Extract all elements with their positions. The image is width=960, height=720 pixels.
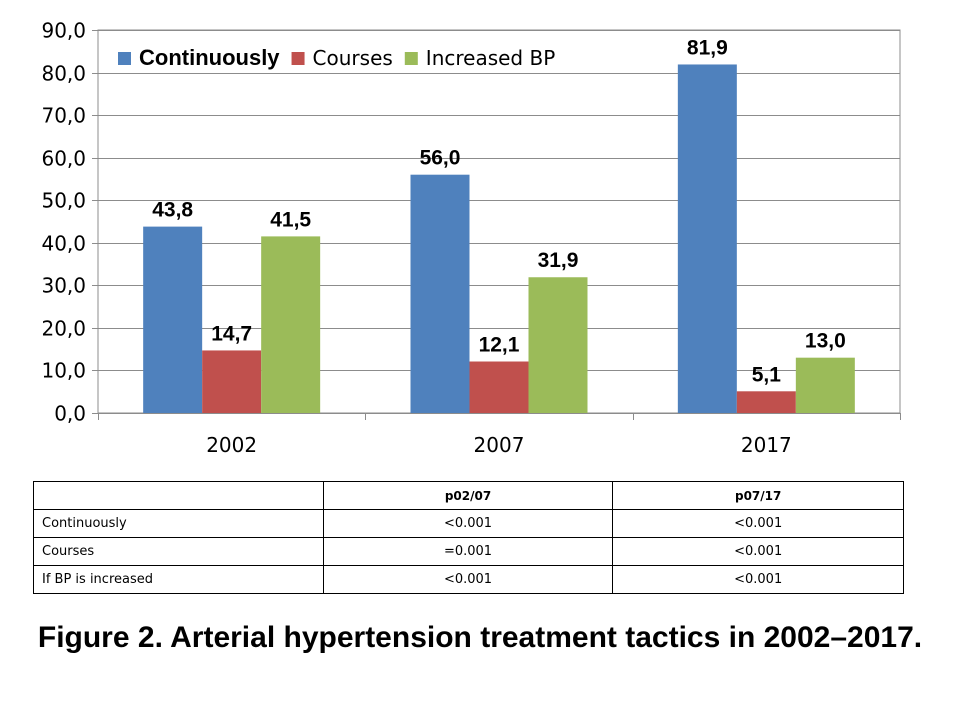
data-label: 13,0 [805, 330, 846, 353]
table-header-cell: p02/07 [322, 481, 614, 510]
y-tick-label: 10,0 [41, 359, 86, 383]
bar-chart: 0,0 10,0 20,0 30,0 40,0 50,0 60,0 70,0 80,0 90,0 2… [41, 19, 901, 457]
y-tick-label: 50,0 [41, 189, 86, 213]
table-cell: <0.001 [612, 537, 904, 566]
table-cell: <0.001 [322, 565, 614, 594]
table-cell: <0.001 [612, 509, 904, 538]
y-tick-label: 90,0 [41, 19, 86, 43]
legend-label: Continuously [139, 45, 280, 70]
p-value-table: p02/07 p07/17 Continuously <0.001 <0.001… [33, 481, 904, 594]
table-row: If BP is increased <0.001 <0.001 [33, 565, 904, 594]
legend-swatch [404, 52, 418, 65]
legend-swatch [291, 52, 305, 65]
data-label: 31,9 [538, 249, 579, 272]
bar [202, 350, 262, 413]
table-cell: <0.001 [322, 509, 614, 538]
data-label: 14,7 [211, 322, 252, 345]
x-category-label: 2017 [741, 433, 792, 457]
bar [143, 226, 203, 413]
bar [736, 391, 796, 413]
y-tick-label: 0,0 [54, 402, 86, 426]
x-category-label: 2007 [474, 433, 525, 457]
table-header-cell: p07/17 [612, 481, 904, 510]
y-tick-label: 40,0 [41, 232, 86, 256]
data-label: 12,1 [479, 334, 520, 357]
data-label: 81,9 [687, 36, 728, 59]
legend-swatch [118, 52, 131, 65]
y-tick-label: 70,0 [41, 104, 86, 128]
table-header-cell [33, 481, 324, 510]
table-cell: <0.001 [612, 565, 904, 594]
data-label: 43,8 [152, 199, 193, 222]
bar [410, 174, 470, 413]
table-row-label: Courses [33, 537, 324, 566]
table-row: Courses =0.001 <0.001 [33, 537, 904, 566]
legend-label: Increased BP [426, 46, 555, 70]
figure-caption: Figure 2. Arterial hypertension treatmen… [37, 621, 923, 654]
table-row-label: Continuously [33, 509, 324, 538]
data-label: 5,1 [752, 363, 782, 386]
data-label: 41,5 [270, 208, 311, 231]
bar [469, 361, 529, 413]
bar [677, 64, 737, 413]
table-cell: =0.001 [322, 537, 614, 566]
bar [528, 277, 588, 413]
y-tick-label: 60,0 [41, 147, 86, 171]
legend-label: Courses [313, 46, 393, 70]
bar [795, 357, 855, 413]
table-header-row: p02/07 p07/17 [33, 481, 904, 510]
bar [261, 236, 321, 413]
table-row: Continuously <0.001 <0.001 [33, 509, 904, 538]
data-label: 56,0 [420, 147, 461, 170]
table-row-label: If BP is increased [33, 565, 324, 594]
y-tick-label: 80,0 [41, 62, 86, 86]
y-tick-label: 30,0 [41, 274, 86, 298]
x-category-label: 2002 [206, 433, 257, 457]
y-tick-label: 20,0 [41, 317, 86, 341]
